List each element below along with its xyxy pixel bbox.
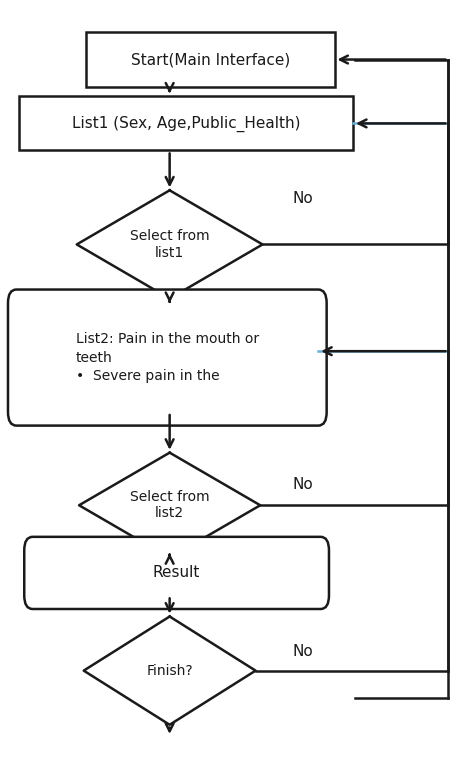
Bar [18, 97, 353, 150]
FancyBboxPatch shape [24, 537, 329, 609]
Polygon shape [77, 190, 263, 298]
Text: Start(Main Interface): Start(Main Interface) [131, 52, 290, 67]
Text: List1 (Sex, Age,Public_Health): List1 (Sex, Age,Public_Health) [72, 115, 300, 131]
Text: Select from
list1: Select from list1 [130, 229, 210, 259]
Bar [86, 32, 335, 87]
Text: No: No [293, 477, 313, 492]
Text: Finish?: Finish? [146, 663, 193, 677]
FancyBboxPatch shape [8, 289, 327, 426]
Text: Result: Result [153, 565, 201, 581]
Text: No: No [293, 191, 313, 206]
Polygon shape [84, 617, 255, 725]
Text: No: No [293, 644, 313, 659]
Text: Select from
list2: Select from list2 [130, 490, 210, 520]
Text: List2: Pain in the mouth or
teeth
•  Severe pain in the: List2: Pain in the mouth or teeth • Seve… [76, 332, 259, 383]
Polygon shape [79, 453, 260, 558]
